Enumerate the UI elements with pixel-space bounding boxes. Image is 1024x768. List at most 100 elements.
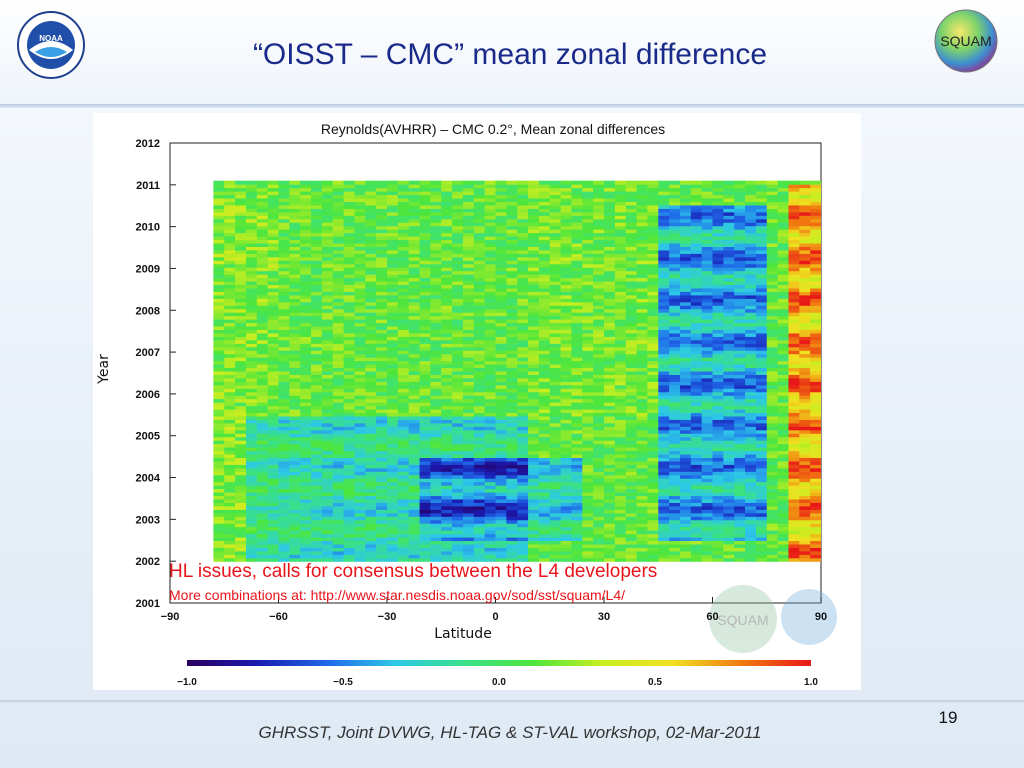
heatmap-cell xyxy=(625,429,638,434)
heatmap-cell xyxy=(419,398,431,403)
heatmap-cell xyxy=(224,274,236,279)
heatmap-cell xyxy=(397,367,410,372)
heatmap-cell xyxy=(571,367,583,372)
heatmap-cell xyxy=(256,436,269,441)
heatmap-cell xyxy=(245,305,258,310)
heatmap-cell xyxy=(658,433,670,438)
heatmap-cell xyxy=(810,260,821,265)
heatmap-cell xyxy=(755,481,768,486)
heatmap-cell xyxy=(604,370,616,375)
heatmap-cell xyxy=(766,319,779,324)
heatmap-cell xyxy=(473,509,486,514)
heatmap-cell xyxy=(354,536,366,542)
heatmap-cell xyxy=(723,308,735,313)
heatmap-cell xyxy=(658,447,670,452)
heatmap-cell xyxy=(365,502,377,507)
heatmap-cell xyxy=(506,388,518,393)
heatmap-cell xyxy=(408,391,421,396)
heatmap-cell xyxy=(354,274,366,279)
heatmap-cell xyxy=(549,353,562,358)
heatmap-cell xyxy=(669,322,681,327)
heatmap-cell xyxy=(604,547,616,552)
heatmap-cell xyxy=(224,554,236,559)
heatmap-cell xyxy=(495,474,507,479)
heatmap-cell xyxy=(658,370,670,375)
heatmap-cell xyxy=(267,339,280,344)
heatmap-cell xyxy=(419,329,431,334)
heatmap-cell xyxy=(321,557,334,562)
heatmap-cell xyxy=(441,336,453,341)
heatmap-cell xyxy=(343,325,356,330)
heatmap-cell xyxy=(473,287,486,292)
heatmap-cell xyxy=(245,502,258,507)
heatmap-cell xyxy=(766,536,779,542)
heatmap-cell xyxy=(788,287,800,292)
heatmap-cell xyxy=(484,336,497,341)
heatmap-cell xyxy=(397,453,410,458)
heatmap-cell xyxy=(365,291,377,296)
heatmap-cell xyxy=(669,440,681,445)
heatmap-cell xyxy=(755,453,768,458)
heatmap-cell xyxy=(473,325,486,330)
heatmap-cell xyxy=(321,339,334,344)
heatmap-cell xyxy=(766,464,779,469)
heatmap-cell xyxy=(734,402,746,407)
heatmap-cell xyxy=(235,467,247,472)
heatmap-cell xyxy=(311,346,323,351)
heatmap-cell xyxy=(788,408,800,414)
heatmap-cell xyxy=(495,422,507,427)
heatmap-cell xyxy=(766,360,779,365)
heatmap-cell xyxy=(549,502,562,507)
heatmap-cell xyxy=(549,474,562,479)
heatmap-cell xyxy=(593,471,605,476)
heatmap-cell xyxy=(408,332,421,337)
heatmap-cell xyxy=(658,384,670,389)
heatmap-cell xyxy=(365,274,377,279)
heatmap-cell xyxy=(593,509,605,514)
heatmap-cell xyxy=(777,471,790,476)
heatmap-cell xyxy=(256,357,269,362)
heatmap-cell xyxy=(560,557,573,562)
heatmap-cell xyxy=(636,474,648,479)
heatmap-cell xyxy=(604,294,616,299)
heatmap-cell xyxy=(777,447,790,452)
heatmap-cell xyxy=(788,436,800,441)
heatmap-cell xyxy=(289,395,301,400)
heatmap-cell xyxy=(332,398,345,403)
heatmap-cell xyxy=(473,533,486,538)
heatmap-cell xyxy=(495,329,507,334)
heatmap-cell xyxy=(213,543,225,548)
heatmap-cell xyxy=(311,315,323,320)
heatmap-cell xyxy=(799,536,811,542)
heatmap-cell xyxy=(701,263,714,268)
heatmap-cell xyxy=(777,363,790,369)
heatmap-cell xyxy=(658,381,670,386)
heatmap-cell xyxy=(734,294,746,299)
heatmap-cell xyxy=(734,471,746,476)
heatmap-cell xyxy=(484,325,497,330)
heatmap-cell xyxy=(788,298,800,303)
heatmap-cell xyxy=(365,377,377,382)
heatmap-cell xyxy=(658,339,670,344)
heatmap-cell xyxy=(690,388,703,393)
heatmap-cell xyxy=(419,336,431,341)
heatmap-cell xyxy=(701,325,714,330)
heatmap-cell xyxy=(745,398,757,403)
heatmap-cell xyxy=(387,436,399,441)
heatmap-cell xyxy=(777,325,790,330)
heatmap-cell xyxy=(799,329,811,334)
heatmap-cell xyxy=(810,408,821,414)
heatmap-cell xyxy=(289,315,301,320)
heatmap-cell xyxy=(734,370,746,375)
heatmap-cell xyxy=(256,554,269,559)
heatmap-cell xyxy=(484,495,497,500)
heatmap-cell xyxy=(224,543,236,548)
heatmap-cell xyxy=(245,377,258,382)
heatmap-cell xyxy=(354,491,366,497)
heatmap-cell xyxy=(506,502,518,507)
heatmap-cell xyxy=(376,415,388,420)
heatmap-cell xyxy=(560,280,573,286)
heatmap-cell xyxy=(321,415,334,420)
heatmap-cell xyxy=(245,471,258,476)
heatmap-cell xyxy=(712,433,724,438)
